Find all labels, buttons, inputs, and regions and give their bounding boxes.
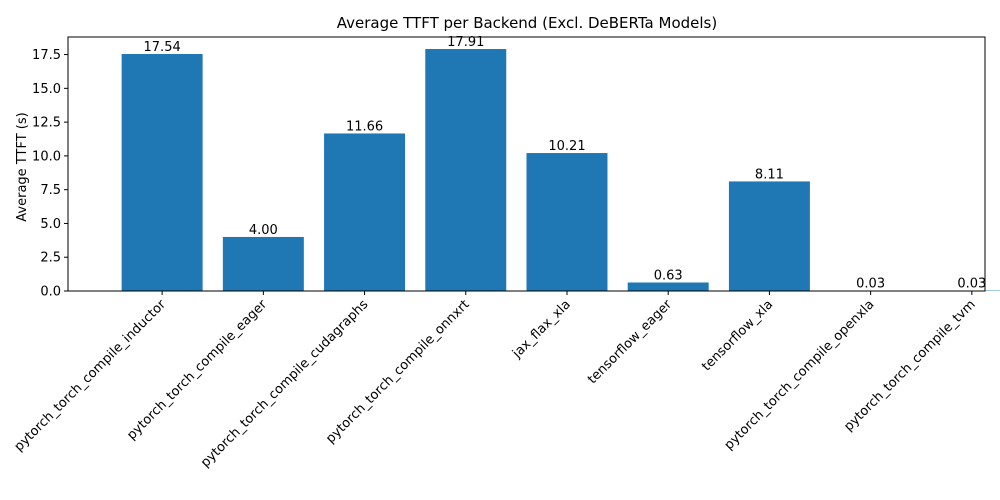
value-label: 17.91 [447,35,484,50]
value-label: 0.03 [957,277,986,292]
bar-pytorch_torch_compile_onnxrt [425,49,507,291]
bar-tensorflow_xla [728,181,810,291]
y-tick-label: 0.0 [40,285,61,300]
x-tick-label: jax_flax_xla [509,297,574,362]
x-tick-label: tensorflow_xla [699,297,776,374]
x-tick-label: tensorflow_eager [585,297,675,387]
value-label: 11.66 [346,119,383,134]
bars-group [121,49,1000,291]
y-axis-ticks: 0.0 2.5 5.0 7.5 10.0 12.5 15.0 17.5 [32,48,68,300]
y-tick-label: 7.5 [40,183,61,198]
bar-jax_flax_xla [526,153,608,291]
x-tick-label: pytorch_torch_compile_cudagraphs [198,297,371,470]
value-label: 0.63 [654,268,683,283]
value-label: 0.03 [856,277,885,292]
bar-pytorch_torch_compile_eager [222,236,304,291]
value-label: 4.00 [249,223,278,238]
value-label: 10.21 [548,139,585,154]
y-tick-label: 12.5 [32,116,61,131]
value-label: 17.54 [144,40,181,55]
y-tick-label: 15.0 [32,82,61,97]
bar-pytorch_torch_compile_inductor [121,54,203,291]
value-label: 8.11 [755,167,784,182]
plot-frame [67,36,986,292]
chart-title: Average TTFT per Backend (Excl. DeBERTa … [337,14,717,32]
value-labels-group: 17.54 4.00 11.66 17.91 10.21 0.63 8.11 0.03 0.03 [144,35,987,292]
y-tick-label: 10.0 [32,149,61,164]
bar-pytorch_torch_compile_cudagraphs [324,133,406,291]
y-axis-label: Average TTFT (s) [15,112,30,221]
x-axis-ticks: pytorch_torch_compile_inductorpytorch_to… [12,291,979,471]
y-tick-label: 2.5 [40,251,61,266]
y-tick-label: 17.5 [32,48,61,63]
bar-tensorflow_eager [627,282,709,291]
y-tick-label: 5.0 [40,217,61,232]
